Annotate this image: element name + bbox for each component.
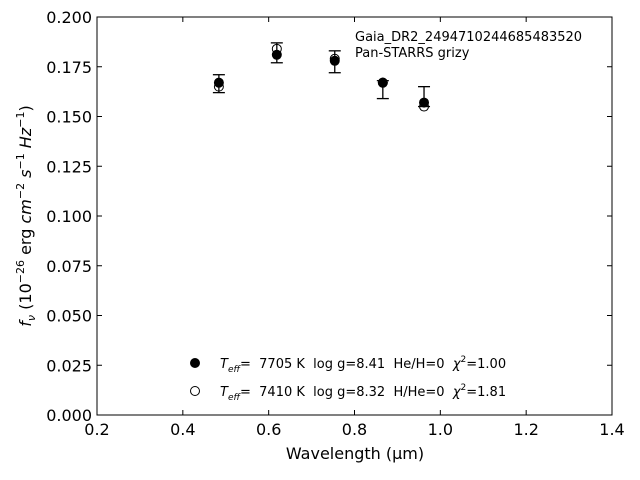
x-tick-label: 1.0 xyxy=(428,420,453,439)
data-points xyxy=(213,43,430,112)
error-bars xyxy=(212,42,431,108)
point-open xyxy=(329,53,340,64)
x-tick-label: 1.4 xyxy=(599,420,624,439)
x-tick-label: 0.8 xyxy=(342,420,367,439)
x-tick-label: 1.2 xyxy=(513,420,538,439)
y-tick-label: 0.025 xyxy=(46,356,92,375)
point-open xyxy=(213,81,224,92)
point-open xyxy=(419,101,430,112)
y-axis-label: fν (10−26 erg cm−2 s−1 Hz−1) xyxy=(14,105,38,326)
y-axis-ticks: 0.000 0.025 0.050 0.075 0.100 0.125 0.150 0.175… xyxy=(46,8,612,425)
x-axis-label: Wavelength (μm) xyxy=(286,444,424,463)
annotation-line-1: Gaia_DR2_2494710244685483520 xyxy=(355,30,582,45)
annotation-line-2: Pan-STARRS grizy xyxy=(355,46,470,61)
x-tick-label: 0.2 xyxy=(84,420,109,439)
legend-entry-1: Teff= 7705 K log g=8.41 He/H=0 χ2=1.00 xyxy=(220,355,506,375)
x-tick-label: 0.6 xyxy=(256,420,281,439)
point-open xyxy=(271,43,282,54)
plot-area xyxy=(96,16,613,416)
y-tick-label: 0.125 xyxy=(46,157,92,176)
point-open xyxy=(377,77,388,88)
annotation: Gaia_DR2_2494710244685483520 Pan-STARRS … xyxy=(355,30,582,61)
legend-marker-open xyxy=(190,386,200,396)
legend: Teff= 7705 K log g=8.41 He/H=0 χ2=1.00 T… xyxy=(190,355,506,403)
point-filled xyxy=(419,97,430,108)
y-tick-label: 0.200 xyxy=(46,8,92,27)
y-tick-label: 0.075 xyxy=(46,257,92,276)
y-tick-label: 0.100 xyxy=(46,207,92,226)
x-axis-ticks: 0.2 0.4 0.6 0.8 1.0 1.2 1.4 xyxy=(84,17,625,439)
point-filled xyxy=(213,77,224,88)
x-tick-label: 0.4 xyxy=(170,420,195,439)
legend-entry-2: Teff= 7410 K log g=8.32 H/He=0 χ2=1.81 xyxy=(220,383,506,403)
legend-marker-filled xyxy=(190,358,200,368)
y-tick-label: 0.175 xyxy=(46,58,92,77)
y-tick-label: 0.150 xyxy=(46,108,92,127)
y-tick-label: 0.050 xyxy=(46,307,92,326)
y-tick-label: 0.000 xyxy=(46,406,92,425)
